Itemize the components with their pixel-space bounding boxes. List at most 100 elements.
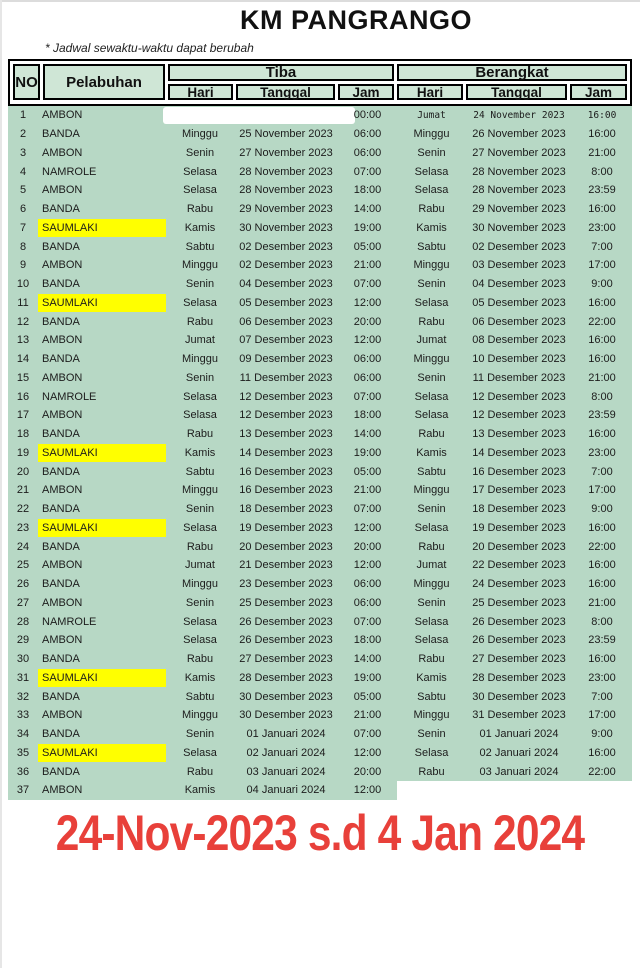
cell-tiba-tanggal: 12 Desember 2023 [239, 390, 333, 403]
cell-berangkat-tanggal: 04 Desember 2023 [472, 278, 566, 291]
cell-tiba-hari: Rabu [186, 653, 214, 666]
cell-no: 3 [19, 146, 27, 159]
cell-tiba-jam: 05:00 [353, 690, 382, 703]
cell-tiba-jam: 12:00 [353, 521, 382, 534]
cell-tiba-tanggal: 21 Desember 2023 [239, 559, 333, 572]
cell-berangkat-jam: 23:59 [588, 409, 616, 422]
cell-tiba-jam: 12:00 [353, 296, 382, 309]
cell-tiba-tanggal: 26 Desember 2023 [239, 615, 333, 628]
cell-berangkat-tanggal: 28 November 2023 [472, 184, 566, 197]
cell-berangkat-tanggal: 12 Desember 2023 [472, 409, 566, 422]
table-row: 36 BANDA Rabu 03 Januari 2024 20:00 Rabu 03 Ja… [8, 762, 632, 781]
cell-berangkat-jam: 22:00 [588, 315, 616, 328]
cell-tiba-jam: 19:00 [353, 446, 382, 459]
cell-no: 13 [16, 334, 30, 347]
cell-no: 20 [16, 465, 30, 478]
cell-no: 8 [19, 240, 27, 253]
table-row: 17 AMBON Selasa 12 Desember 2023 18:00 Selasa… [8, 406, 632, 425]
cell-no: 29 [16, 634, 30, 647]
cell-tiba-jam: 21:00 [353, 259, 382, 272]
cell-tiba-hari: Senin [185, 146, 215, 159]
cell-berangkat-jam: 16:00 [588, 521, 616, 534]
cell-no: 9 [19, 259, 27, 272]
cell-pelabuhan: BANDA [42, 653, 80, 666]
cell-berangkat-jam: 8:00 [591, 165, 613, 178]
cell-berangkat-jam: 22:00 [588, 540, 616, 553]
cell-berangkat-hari: Selasa [414, 165, 449, 178]
cell-pelabuhan: SAUMLAKI [38, 518, 166, 538]
cell-no: 5 [19, 184, 27, 197]
cell-tiba-tanggal: 27 November 2023 [239, 146, 333, 159]
cell-tiba-hari: Minggu [181, 353, 219, 366]
cell-no: 7 [19, 221, 27, 234]
cell-tiba-jam: 07:00 [353, 503, 382, 516]
cell-tiba-tanggal: 03 Januari 2024 [246, 765, 326, 778]
cell-berangkat-jam: 16:00 [587, 109, 617, 121]
table-row: 27 AMBON Senin 25 Desember 2023 06:00 Senin 25… [8, 594, 632, 613]
blank-berangkat-cell [397, 781, 632, 800]
table-row: 11 SAUMLAKI Selasa 05 Desember 2023 12:00 Sel… [8, 293, 632, 313]
cell-berangkat-tanggal: 01 Januari 2024 [479, 728, 559, 741]
cell-berangkat-hari: Senin [417, 596, 446, 609]
cell-no: 34 [16, 728, 30, 741]
cell-pelabuhan: NAMROLE [42, 390, 97, 403]
table-row: 18 BANDA Rabu 13 Desember 2023 14:00 Rabu 13 D… [8, 425, 632, 444]
cell-tiba-jam: 14:00 [353, 653, 382, 666]
cell-pelabuhan: BANDA [42, 503, 80, 516]
cell-pelabuhan: AMBON [42, 484, 83, 497]
cell-pelabuhan: AMBON [42, 109, 83, 122]
table-row: 14 BANDA Minggu 09 Desember 2023 06:00 Minggu… [8, 350, 632, 369]
cell-pelabuhan: BANDA [42, 315, 80, 328]
table-row: 2 BANDA Minggu 25 November 2023 06:00 Minggu 2… [8, 125, 632, 144]
cell-tiba-hari: Minggu [181, 128, 219, 141]
cell-berangkat-jam: 17:00 [588, 484, 616, 497]
cell-berangkat-hari: Rabu [418, 203, 445, 216]
cell-berangkat-tanggal: 17 Desember 2023 [472, 484, 566, 497]
cell-berangkat-tanggal: 29 November 2023 [472, 203, 566, 216]
cell-berangkat-hari: Rabu [418, 428, 445, 441]
cell-berangkat-tanggal: 31 Desember 2023 [472, 709, 566, 722]
cell-no: 14 [16, 353, 30, 366]
table-row: 20 BANDA Sabtu 16 Desember 2023 05:00 Sabtu 16… [8, 462, 632, 481]
cell-berangkat-jam: 16:00 [588, 296, 616, 309]
table-row: 33 AMBON Minggu 30 Desember 2023 21:00 Minggu… [8, 706, 632, 725]
cell-berangkat-hari [397, 781, 466, 800]
cell-pelabuhan: AMBON [42, 184, 83, 197]
cell-tiba-hari: Senin [185, 371, 215, 384]
table-row: 26 BANDA Minggu 23 Desember 2023 06:00 Minggu… [8, 575, 632, 594]
cell-tiba-tanggal: 16 Desember 2023 [239, 484, 333, 497]
cell-tiba-jam: 12:00 [353, 746, 382, 759]
cell-berangkat-hari: Jumat [416, 559, 447, 572]
cell-berangkat-jam: 16:00 [588, 128, 616, 141]
cell-pelabuhan: BANDA [42, 240, 80, 253]
cell-berangkat-tanggal: 24 Desember 2023 [472, 578, 566, 591]
cell-berangkat-hari: Rabu [418, 315, 445, 328]
cell-tiba-jam: 06:00 [353, 596, 382, 609]
cell-tiba-tanggal: 30 Desember 2023 [239, 690, 333, 703]
cell-berangkat-tanggal: 02 Januari 2024 [479, 746, 559, 759]
header-tiba-tanggal: Tanggal [236, 84, 335, 100]
cell-pelabuhan: SAUMLAKI [38, 443, 166, 463]
cell-berangkat-jam: 8:00 [591, 615, 613, 628]
cell-berangkat-jam [572, 781, 632, 800]
cell-tiba-hari: Kamis [184, 671, 216, 684]
cell-berangkat-jam: 23:00 [588, 671, 616, 684]
header-berangkat-hari: Hari [397, 84, 463, 100]
table-row: 6 BANDA Rabu 29 November 2023 14:00 Rabu 29 No… [8, 200, 632, 219]
cell-berangkat-jam: 9:00 [591, 728, 613, 741]
cell-tiba-jam: 19:00 [353, 221, 382, 234]
table-row: 32 BANDA Sabtu 30 Desember 2023 05:00 Sabtu 30… [8, 687, 632, 706]
cell-berangkat-tanggal: 13 Desember 2023 [472, 428, 566, 441]
cell-tiba-hari: Selasa [183, 634, 217, 647]
cell-tiba-tanggal: 13 Desember 2023 [239, 428, 333, 441]
cell-no: 35 [16, 746, 30, 759]
cell-berangkat-tanggal: 19 Desember 2023 [472, 521, 566, 534]
cell-tiba-hari: Senin [185, 596, 215, 609]
cell-tiba-hari: Kamis [184, 446, 216, 459]
cell-berangkat-jam: 9:00 [591, 503, 613, 516]
cell-tiba-jam: 07:00 [353, 728, 382, 741]
cell-berangkat-tanggal: 18 Desember 2023 [472, 503, 566, 516]
cell-pelabuhan: SAUMLAKI [38, 218, 166, 238]
cell-no: 12 [16, 315, 30, 328]
